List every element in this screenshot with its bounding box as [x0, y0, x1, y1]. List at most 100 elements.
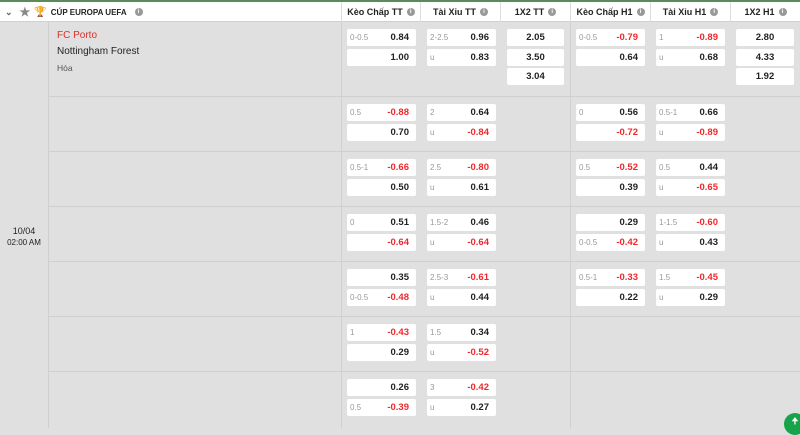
odds-cell-kc-h1[interactable]: -0.72 — [576, 123, 645, 141]
chevron-down-icon[interactable]: ⌄ — [5, 6, 13, 17]
odds-value: -0.72 — [616, 126, 638, 138]
odds-cell-tx-h1[interactable]: u -0.89 — [656, 123, 725, 141]
odds-value: 4.33 — [755, 51, 775, 63]
odds-cell-kc-h1[interactable]: 0.5-1 -0.33 — [576, 269, 645, 286]
odds-cell-x12-h1[interactable]: 1.92 — [736, 68, 794, 85]
odds-cell-tx-tt[interactable]: 2.5-3 -0.61 — [427, 269, 496, 286]
odds-value: -0.65 — [696, 181, 718, 193]
odds-cell-tx-tt[interactable]: u 0.44 — [427, 288, 496, 306]
odds-cell-kc-h1[interactable]: 0.64 — [576, 48, 645, 66]
odds-cell-kc-tt[interactable]: 0-0.5 -0.48 — [347, 288, 416, 306]
odds-cell-x12-h1[interactable]: 4.33 — [736, 48, 794, 66]
odds-cell-tx-tt[interactable]: u 0.83 — [427, 48, 496, 66]
odds-cell-kc-tt[interactable]: 0.50 — [347, 178, 416, 196]
odds-cell-tx-tt[interactable]: u 0.27 — [427, 398, 496, 416]
odds-cell-kc-tt[interactable]: 0 0.51 — [347, 214, 416, 231]
odds-value: -0.39 — [387, 401, 409, 413]
handicap-line: u — [659, 292, 664, 302]
odds-value: -0.64 — [467, 236, 489, 248]
odds-cell-kc-tt[interactable]: -0.64 — [347, 233, 416, 251]
row-divider — [48, 151, 800, 152]
odds-cell-tx-tt[interactable]: u -0.64 — [427, 233, 496, 251]
handicap-line: 1.5 — [659, 273, 671, 282]
odds-cell-x12-h1[interactable]: 2.80 — [736, 29, 794, 46]
odds-cell-kc-h1[interactable]: 0.5 -0.52 — [576, 159, 645, 176]
handicap-line: 2.5-3 — [430, 273, 449, 282]
handicap-line: u — [659, 237, 664, 247]
odds-cell-kc-tt[interactable]: 0.5 -0.39 — [347, 398, 416, 416]
odds-value: -0.84 — [467, 126, 489, 138]
odds-cell-kc-tt[interactable]: 0.70 — [347, 123, 416, 141]
odds-cell-tx-tt[interactable]: 2-2.5 0.96 — [427, 29, 496, 46]
league-header[interactable]: ⌄ ★ 🏆 CÚP EUROPA UEFA i — [0, 2, 147, 22]
odds-cell-tx-h1[interactable]: u 0.29 — [656, 288, 725, 306]
home-team[interactable]: FC Porto — [57, 30, 98, 41]
odds-value: -0.61 — [467, 272, 489, 283]
odds-value: -0.45 — [696, 272, 718, 283]
odds-cell-kc-h1[interactable]: 0-0.5 -0.79 — [576, 29, 645, 46]
odds-cell-kc-tt[interactable]: 0-0.5 0.84 — [347, 29, 416, 46]
odds-cell-x12-tt[interactable]: 3.04 — [507, 68, 564, 85]
info-icon[interactable]: i — [778, 8, 787, 16]
top-border — [0, 0, 800, 2]
odds-value: -0.79 — [616, 32, 638, 43]
odds-cell-tx-tt[interactable]: u -0.52 — [427, 343, 496, 361]
odds-cell-x12-tt[interactable]: 2.05 — [507, 29, 564, 46]
odds-cell-tx-tt[interactable]: 1.5 0.34 — [427, 324, 496, 341]
odds-cell-kc-h1[interactable]: 0.22 — [576, 288, 645, 306]
odds-value: 0.43 — [699, 236, 719, 248]
odds-cell-kc-tt[interactable]: 0.5-1 -0.66 — [347, 159, 416, 176]
odds-cell-tx-h1[interactable]: u -0.65 — [656, 178, 725, 196]
column-1x2-h1: 1X2 H1 i — [730, 2, 800, 22]
odds-cell-tx-tt[interactable]: 3 -0.42 — [427, 379, 496, 396]
odds-cell-kc-h1[interactable]: 0 0.56 — [576, 104, 645, 121]
column-tx-h1: Tài Xỉu H1 i — [650, 2, 730, 22]
odds-cell-kc-tt[interactable]: 0.29 — [347, 343, 416, 361]
divider — [341, 22, 342, 428]
odds-cell-x12-tt[interactable]: 3.50 — [507, 48, 564, 66]
odds-cell-kc-tt[interactable]: 1 -0.43 — [347, 324, 416, 341]
odds-cell-tx-tt[interactable]: u -0.84 — [427, 123, 496, 141]
row-divider — [48, 261, 800, 262]
odds-cell-tx-tt[interactable]: 2.5 -0.80 — [427, 159, 496, 176]
odds-value: -0.43 — [387, 327, 409, 338]
odds-cell-kc-tt[interactable]: 0.35 — [347, 269, 416, 286]
trophy-icon: 🏆 — [34, 6, 47, 18]
info-icon[interactable]: i — [548, 8, 557, 16]
odds-value: -0.89 — [696, 32, 718, 43]
away-team[interactable]: Nottingham Forest — [57, 46, 140, 57]
info-icon[interactable]: i — [134, 8, 143, 16]
handicap-line: 1-1.5 — [659, 218, 678, 227]
odds-cell-tx-h1[interactable]: u 0.43 — [656, 233, 725, 251]
odds-cell-kc-tt[interactable]: 0.5 -0.88 — [347, 104, 416, 121]
scroll-top-button[interactable]: 🠉 — [784, 413, 800, 435]
odds-cell-kc-h1[interactable]: 0-0.5 -0.42 — [576, 233, 645, 251]
odds-value: 0.44 — [470, 291, 490, 303]
info-icon[interactable]: i — [710, 8, 719, 16]
odds-value: -0.66 — [387, 162, 409, 173]
star-icon[interactable]: ★ — [19, 5, 31, 19]
odds-cell-kc-tt[interactable]: 0.26 — [347, 379, 416, 396]
odds-value: 3.50 — [526, 51, 545, 63]
info-icon[interactable]: i — [480, 8, 488, 16]
odds-cell-tx-tt[interactable]: 2 0.64 — [427, 104, 496, 121]
odds-cell-kc-tt[interactable]: 1.00 — [347, 48, 416, 66]
odds-value: -0.80 — [467, 162, 489, 173]
odds-value: -0.48 — [387, 291, 409, 303]
odds-cell-tx-h1[interactable]: 1-1.5 -0.60 — [656, 214, 725, 231]
info-icon[interactable]: i — [406, 8, 415, 16]
info-icon[interactable]: i — [636, 8, 645, 16]
odds-cell-tx-h1[interactable]: 0.5-1 0.66 — [656, 104, 725, 121]
handicap-line: 3 — [430, 383, 435, 392]
handicap-line: 0.5 — [350, 402, 362, 412]
odds-cell-tx-h1[interactable]: u 0.68 — [656, 48, 725, 66]
odds-cell-kc-h1[interactable]: 0.39 — [576, 178, 645, 196]
odds-cell-tx-tt[interactable]: 1.5-2 0.46 — [427, 214, 496, 231]
odds-value: 0.22 — [619, 291, 639, 303]
odds-cell-tx-h1[interactable]: 1.5 -0.45 — [656, 269, 725, 286]
odds-cell-kc-h1[interactable]: 0.29 — [576, 214, 645, 231]
odds-cell-tx-tt[interactable]: u 0.61 — [427, 178, 496, 196]
odds-cell-tx-h1[interactable]: 0.5 0.44 — [656, 159, 725, 176]
odds-value: 0.56 — [619, 107, 639, 118]
odds-cell-tx-h1[interactable]: 1 -0.89 — [656, 29, 725, 46]
